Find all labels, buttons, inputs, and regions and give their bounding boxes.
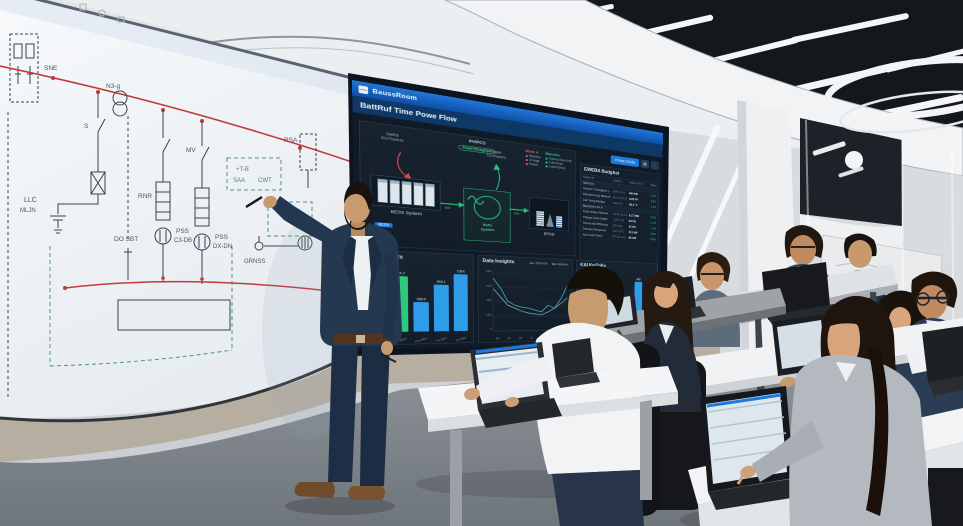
pendant-disc-light [845, 151, 863, 169]
label-cwt: CWT [258, 178, 272, 184]
foreground-woman [736, 295, 932, 526]
pen [379, 353, 397, 363]
leg [360, 344, 390, 486]
glass-room-light [812, 141, 846, 156]
face [917, 285, 947, 319]
face [827, 317, 861, 366]
face [790, 235, 816, 265]
half-closed-laptop [552, 338, 600, 388]
face [700, 262, 724, 290]
rect-icon [117, 16, 125, 23]
hair [566, 265, 624, 316]
soffit-trim-line [199, 35, 471, 65]
hand [381, 341, 393, 355]
shoe [294, 482, 335, 498]
label-rsa: RSA [284, 137, 298, 144]
shirt [350, 236, 374, 310]
red-bus-top [0, 65, 356, 164]
whiteboard-screen [0, 0, 358, 423]
ring-feature [824, 56, 963, 120]
ring-feature-inner [839, 90, 963, 134]
shoe [348, 486, 385, 500]
schematic-labels: SNE N3-g S MV RNR LLC MLJN DO SBT PSS C3… [20, 65, 298, 265]
wall-led-strip [686, 146, 751, 284]
label-mv: MV [186, 147, 196, 154]
label-s: S [84, 123, 89, 130]
label-pss1a: PSS [176, 228, 190, 235]
label-pss2b: DX-DN [213, 244, 232, 250]
hand [263, 195, 277, 209]
hand [505, 396, 519, 408]
label-pss2a: PSS [215, 234, 229, 241]
screen-reflection [0, 0, 352, 96]
beard [344, 210, 371, 230]
label-mljn: MLJN [20, 208, 36, 214]
raised-arm [272, 196, 344, 248]
finger [736, 473, 746, 485]
audience-front-man-arms [464, 356, 552, 408]
whiteboard-toolbar-icons [79, 3, 125, 23]
belt-buckle [356, 335, 365, 343]
label-sne: SNE [44, 65, 58, 72]
label-rnr: RNR [138, 193, 152, 200]
label-saa: SAA [233, 178, 245, 184]
circle-icon [98, 9, 106, 17]
chair-sliver [928, 468, 963, 526]
pen [245, 195, 263, 209]
hair-strand [866, 346, 889, 516]
lapel [368, 236, 382, 288]
blazer [789, 354, 932, 526]
lower-arm [382, 252, 398, 340]
presenter [245, 182, 402, 500]
label-do-sbt: DO SBT [114, 236, 138, 243]
wall-led-strip [651, 124, 721, 272]
hair-front [652, 276, 676, 288]
blouse [836, 362, 856, 382]
face [654, 280, 678, 308]
screen-top-bezel [33, 0, 353, 80]
label-grnss: GRNSS [244, 259, 265, 265]
label-ztb: +T-B [236, 167, 249, 173]
red-bus-bottom [64, 280, 331, 292]
leg [328, 344, 358, 482]
glass-room-light [838, 166, 864, 178]
hand [780, 376, 796, 388]
screen-bottom-bezel [0, 350, 357, 423]
label-pss1b: C3-DB [174, 238, 192, 244]
sleeve [476, 356, 552, 402]
square-icon [79, 3, 87, 11]
circuit-schematic: SNE N3-g S MV RNR LLC MLJN DO SBT PSS C3… [0, 3, 356, 400]
trousers [552, 470, 644, 526]
hair-front [830, 310, 860, 326]
face [344, 193, 370, 223]
hand [464, 387, 480, 401]
face [848, 240, 872, 268]
protection-zones [49, 157, 313, 367]
sleeve [752, 420, 824, 482]
hair [344, 182, 372, 210]
far-right-laptop [906, 326, 963, 396]
label-n3g: N3-g [106, 83, 120, 90]
label-llc: LLC [24, 197, 37, 204]
blouse [659, 324, 674, 344]
lapel [342, 236, 356, 286]
